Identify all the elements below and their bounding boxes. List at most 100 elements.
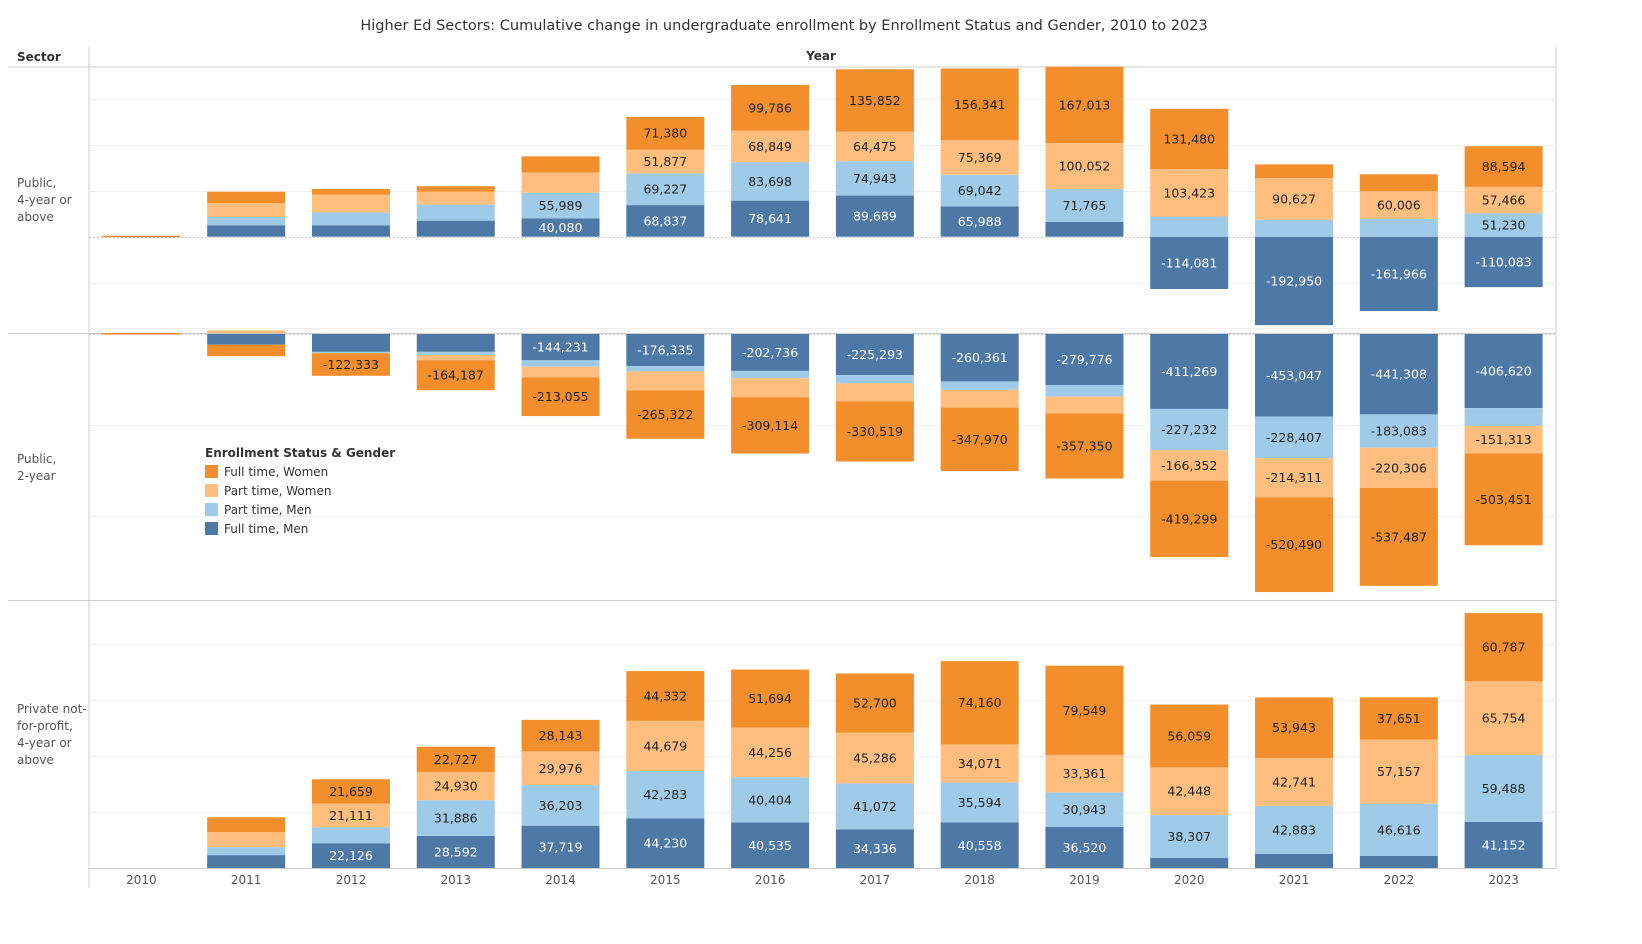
bar-baseline-2010 [102, 235, 181, 238]
bar-segment-full-time-men-2011 [207, 334, 286, 345]
bar-segment-full-time-women-2012 [311, 353, 390, 376]
sector-label-line: above [17, 753, 54, 767]
data-label: 51,877 [643, 154, 687, 169]
data-label: 46,616 [1377, 822, 1421, 837]
data-label: 44,256 [748, 745, 792, 760]
data-label: -453,047 [1266, 368, 1322, 383]
data-label: 88,594 [1482, 159, 1526, 174]
bar-segment-full-time-men-2012 [311, 843, 390, 868]
bar-segment-full-time-men-2022 [1359, 334, 1438, 415]
data-label: 90,627 [1272, 191, 1316, 206]
bar-segment-part-time-men-2020 [1150, 216, 1229, 237]
bar-segment-part-time-men-2011 [207, 847, 286, 856]
bar-segment-part-time-women-2019 [1045, 396, 1124, 414]
bar-segment-part-time-women-2016 [731, 130, 810, 163]
bar-segment-part-time-women-2016 [731, 378, 810, 398]
data-label: -122,333 [323, 357, 379, 372]
sector-label-public-2yr: Public, 2-year [17, 451, 89, 485]
bar-segment-full-time-men-2018 [940, 334, 1019, 382]
bar-segment-part-time-men-2018 [940, 381, 1019, 390]
sector-label-line: 4-year or [17, 193, 72, 207]
data-label: 52,700 [853, 696, 897, 711]
bar-segment-full-time-women-2018 [940, 68, 1019, 141]
data-label: -176,335 [637, 343, 693, 358]
bar-segment-full-time-women-2019 [1045, 66, 1124, 144]
bar-segment-part-time-women-2015 [626, 720, 705, 771]
bar-segment-full-time-men-2016 [731, 334, 810, 371]
data-label: 59,488 [1482, 781, 1526, 796]
legend-item-part-time-men[interactable]: Part time, Men [205, 500, 395, 519]
bar-segment-part-time-women-2012 [311, 194, 390, 213]
bar-segment-full-time-men-2020 [1150, 236, 1229, 290]
bar-segment-part-time-men-2019 [1045, 189, 1124, 223]
data-label: 135,852 [849, 93, 901, 108]
data-label: 79,549 [1063, 703, 1107, 718]
data-label: 69,042 [958, 183, 1002, 198]
legend-item-part-time-women[interactable]: Part time, Women [205, 481, 395, 500]
data-label: 64,475 [853, 139, 897, 154]
legend: Enrollment Status & Gender Full time, Wo… [205, 446, 395, 538]
data-label: 42,448 [1167, 784, 1211, 799]
column-header-year: Year [806, 49, 836, 63]
data-label: 65,754 [1482, 711, 1526, 726]
data-label: 36,520 [1063, 840, 1107, 855]
data-label: -228,407 [1266, 430, 1322, 445]
data-label: -537,487 [1371, 529, 1427, 544]
data-label: 22,126 [329, 848, 373, 863]
data-label: -227,232 [1161, 422, 1217, 437]
bar-segment-full-time-women-2023 [1464, 613, 1543, 682]
data-label: -260,361 [952, 350, 1008, 365]
bar-segment-part-time-men-2018 [940, 174, 1019, 207]
bar-segment-full-time-men-2014 [521, 218, 600, 237]
data-label: 41,072 [853, 799, 897, 814]
legend-item-full-time-men[interactable]: Full time, Men [205, 519, 395, 538]
data-label: 21,659 [329, 784, 373, 799]
bar-segment-part-time-women-2021 [1255, 458, 1334, 498]
bar-segment-full-time-women-2017 [835, 401, 914, 462]
row-header-sector: Sector [17, 50, 61, 64]
bar-segment-part-time-men-2021 [1255, 805, 1334, 854]
bar-segment-part-time-women-2017 [835, 131, 914, 162]
bar-segment-part-time-men-2021 [1255, 416, 1334, 459]
data-label: 42,741 [1272, 774, 1316, 789]
data-label: 100,052 [1059, 159, 1111, 174]
bar-segment-part-time-women-2016 [731, 727, 810, 778]
data-label: 78,641 [748, 211, 792, 226]
bar-segment-full-time-women-2023 [1464, 146, 1543, 187]
bar-segment-part-time-women-2014 [521, 751, 600, 786]
bar-segment-part-time-men-2014 [521, 360, 600, 367]
data-label: 41,152 [1482, 837, 1526, 852]
legend-label: Full time, Men [224, 521, 309, 536]
data-label: 28,592 [434, 844, 478, 859]
bar-segment-full-time-women-2019 [1045, 413, 1124, 479]
bar-segment-part-time-men-2015 [626, 366, 705, 372]
data-label: -503,451 [1476, 492, 1532, 507]
data-label: 22,727 [434, 752, 478, 767]
legend-label: Full time, Women [224, 464, 329, 479]
legend-item-full-time-women[interactable]: Full time, Women [205, 462, 395, 481]
data-label: 60,787 [1482, 640, 1526, 655]
bar-segment-full-time-women-2014 [521, 719, 600, 752]
data-label: 24,930 [434, 779, 478, 794]
data-label: 103,423 [1163, 185, 1215, 200]
bar-segment-part-time-men-2022 [1359, 218, 1438, 237]
bar-segment-full-time-women-2020 [1150, 108, 1229, 170]
data-label: -441,308 [1371, 367, 1427, 382]
data-label: 57,157 [1377, 764, 1421, 779]
data-label: 42,883 [1272, 822, 1316, 837]
bar-segment-full-time-women-2016 [731, 84, 810, 131]
data-label: 57,466 [1482, 193, 1526, 208]
chart-title: Higher Ed Sectors: Cumulative change in … [360, 18, 1208, 34]
data-label: 37,719 [539, 839, 583, 854]
bar-segment-full-time-women-2014 [521, 156, 600, 173]
data-label: -357,350 [1056, 438, 1112, 453]
bar-segment-part-time-women-2012 [311, 352, 390, 354]
bar-segment-full-time-women-2011 [207, 191, 286, 204]
data-label: -110,083 [1476, 254, 1532, 269]
bar-segment-part-time-women-2013 [416, 772, 495, 801]
bar-segment-part-time-men-2013 [416, 351, 495, 355]
legend-swatch-icon [205, 484, 218, 497]
bar-segment-full-time-men-2013 [416, 220, 495, 237]
bar-segment-part-time-women-2021 [1255, 757, 1334, 806]
